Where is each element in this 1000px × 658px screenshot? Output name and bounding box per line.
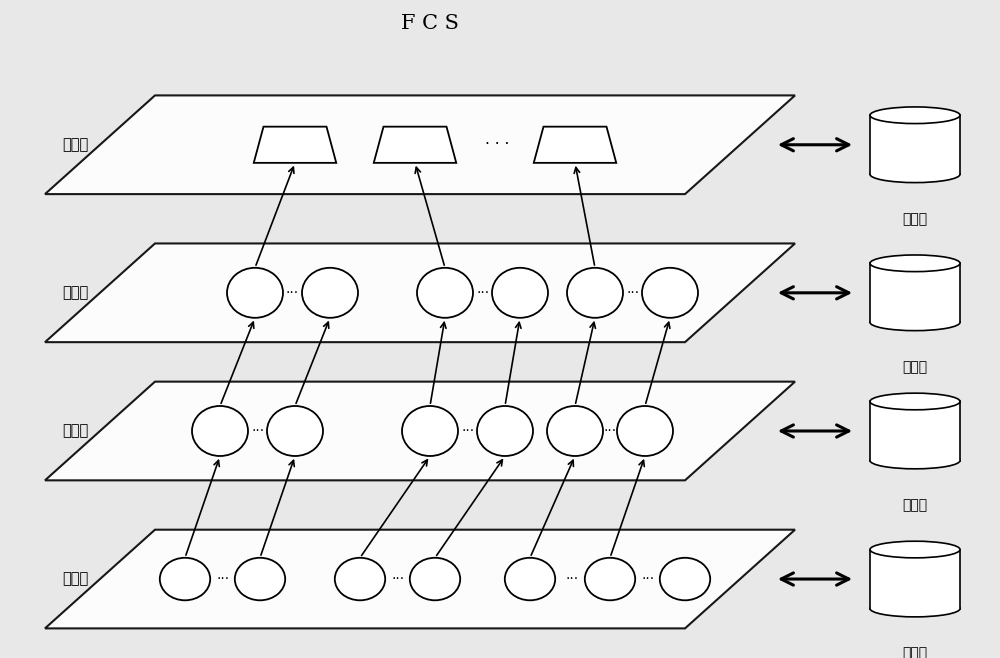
Ellipse shape [642, 268, 698, 318]
Text: F C S: F C S [401, 14, 459, 32]
Ellipse shape [870, 541, 960, 558]
Text: ···: ··· [476, 286, 490, 300]
Text: 行为库: 行为库 [902, 498, 928, 512]
Ellipse shape [160, 558, 210, 600]
Text: ···: ··· [461, 424, 475, 438]
Ellipse shape [870, 107, 960, 124]
Ellipse shape [870, 393, 960, 410]
Bar [870, 115, 960, 174]
Ellipse shape [547, 406, 603, 456]
Ellipse shape [477, 406, 533, 456]
Ellipse shape [410, 558, 460, 600]
Text: ···: ··· [626, 286, 640, 300]
Ellipse shape [870, 314, 960, 330]
Polygon shape [534, 126, 616, 163]
Ellipse shape [302, 268, 358, 318]
Polygon shape [374, 126, 456, 163]
Text: 结构层: 结构层 [62, 572, 88, 586]
Polygon shape [45, 382, 795, 480]
Text: ···: ··· [251, 424, 265, 438]
Ellipse shape [402, 406, 458, 456]
Ellipse shape [617, 406, 673, 456]
Text: ···: ··· [285, 286, 299, 300]
Ellipse shape [585, 558, 635, 600]
Bar [870, 263, 960, 322]
Ellipse shape [417, 268, 473, 318]
Bar [870, 401, 960, 461]
Text: 模块库: 模块库 [902, 212, 928, 226]
Text: ···: ··· [603, 424, 617, 438]
Bar [870, 549, 960, 609]
Ellipse shape [505, 558, 555, 600]
Ellipse shape [335, 558, 385, 600]
Ellipse shape [227, 268, 283, 318]
Polygon shape [254, 126, 336, 163]
Text: ···: ··· [641, 572, 655, 586]
Ellipse shape [870, 452, 960, 469]
Ellipse shape [235, 558, 285, 600]
Text: · · ·: · · · [485, 138, 509, 152]
Text: 功能库: 功能库 [902, 360, 928, 374]
Polygon shape [45, 530, 795, 628]
Text: 结构库: 结构库 [902, 646, 928, 658]
Text: 功能层: 功能层 [62, 286, 88, 300]
Ellipse shape [660, 558, 710, 600]
Text: ···: ··· [216, 572, 230, 586]
Text: 行为层: 行为层 [62, 424, 88, 438]
Polygon shape [45, 95, 795, 194]
Ellipse shape [492, 268, 548, 318]
Ellipse shape [870, 600, 960, 617]
Ellipse shape [192, 406, 248, 456]
Ellipse shape [870, 166, 960, 182]
Ellipse shape [567, 268, 623, 318]
Text: 模块层: 模块层 [62, 138, 88, 152]
Ellipse shape [870, 255, 960, 272]
Ellipse shape [267, 406, 323, 456]
Polygon shape [45, 243, 795, 342]
Text: ···: ··· [391, 572, 405, 586]
Text: ···: ··· [565, 572, 579, 586]
